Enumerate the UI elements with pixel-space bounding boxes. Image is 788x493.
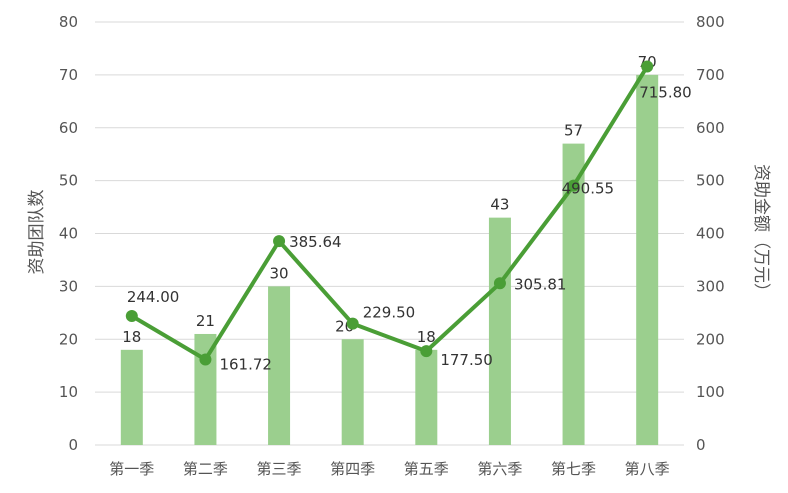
bar-series: 1821302018435770 bbox=[120, 53, 659, 446]
y-tick-label-right: 800 bbox=[696, 13, 725, 31]
y-tick-label-left: 0 bbox=[68, 436, 78, 454]
y-tick-label-right: 400 bbox=[696, 225, 725, 243]
bar-data-label: 18 bbox=[417, 328, 436, 346]
line-data-label: 177.50 bbox=[440, 351, 493, 369]
y-tick-label-right: 600 bbox=[696, 119, 725, 137]
bar bbox=[636, 74, 659, 445]
x-category-label: 第七季 bbox=[551, 460, 596, 478]
bar bbox=[415, 349, 438, 445]
bar bbox=[120, 349, 143, 445]
left-axis-ticks: 0 10 20 30 40 50 60 70 80 bbox=[59, 13, 78, 454]
x-category-label: 第八季 bbox=[625, 460, 670, 478]
y-tick-label-left: 60 bbox=[59, 119, 78, 137]
bar-data-label: 30 bbox=[270, 264, 289, 282]
x-category-label: 第二季 bbox=[183, 460, 228, 478]
line-data-label: 161.72 bbox=[219, 355, 272, 373]
y-tick-label-right: 300 bbox=[696, 277, 725, 295]
y-tick-label-left: 70 bbox=[59, 66, 78, 84]
bar-data-label: 57 bbox=[564, 122, 583, 140]
y-axis-title-right: 资助金额（万元） bbox=[751, 164, 771, 300]
line-data-label: 229.50 bbox=[363, 304, 416, 322]
y-tick-label-right: 200 bbox=[696, 330, 725, 348]
line-data-label: 385.64 bbox=[289, 233, 342, 251]
line-point bbox=[641, 60, 654, 73]
category-labels: 第一季 第二季 第三季 第四季 第五季 第六季 第七季 第八季 bbox=[109, 460, 669, 478]
y-tick-label-left: 30 bbox=[59, 277, 78, 295]
line-series: 244.00 161.72 385.64 229.50 177.50 305.81 490.… bbox=[125, 60, 692, 373]
y-tick-label-right: 500 bbox=[696, 172, 725, 190]
x-category-label: 第四季 bbox=[330, 460, 375, 478]
line-data-label: 715.80 bbox=[639, 84, 692, 102]
y-tick-label-right: 100 bbox=[696, 383, 725, 401]
line-data-label: 305.81 bbox=[514, 275, 567, 293]
line-point bbox=[420, 345, 433, 358]
line-point bbox=[125, 309, 138, 322]
x-category-label: 第六季 bbox=[477, 460, 522, 478]
line-path bbox=[130, 65, 649, 362]
bar bbox=[341, 339, 364, 445]
gridlines bbox=[95, 21, 684, 446]
y-tick-label-left: 10 bbox=[59, 383, 78, 401]
right-axis-ticks: 0 100 200 300 400 500 600 700 800 bbox=[696, 13, 725, 454]
y-tick-label-right: 700 bbox=[696, 66, 725, 84]
x-category-label: 第三季 bbox=[257, 460, 302, 478]
bar-data-label: 21 bbox=[196, 312, 215, 330]
line-point bbox=[346, 317, 359, 330]
bar-data-label: 18 bbox=[122, 328, 141, 346]
bar-data-label: 43 bbox=[490, 196, 509, 214]
y-tick-label-right: 0 bbox=[696, 436, 706, 454]
line-point bbox=[493, 277, 506, 290]
y-tick-label-left: 50 bbox=[59, 172, 78, 190]
line-data-label: 244.00 bbox=[127, 288, 180, 306]
line-point bbox=[273, 235, 286, 248]
bar bbox=[488, 217, 511, 445]
x-category-label: 第五季 bbox=[404, 460, 449, 478]
x-category-label: 第一季 bbox=[109, 460, 154, 478]
line-point bbox=[199, 353, 212, 366]
y-tick-label-left: 20 bbox=[59, 330, 78, 348]
y-tick-label-left: 80 bbox=[59, 13, 78, 31]
y-axis-title-left: 资助团队数 bbox=[27, 190, 47, 275]
bar bbox=[562, 143, 585, 446]
bar bbox=[268, 286, 291, 445]
line-point bbox=[567, 179, 580, 192]
y-tick-label-left: 40 bbox=[59, 225, 78, 243]
line-data-label: 490.55 bbox=[562, 180, 615, 198]
